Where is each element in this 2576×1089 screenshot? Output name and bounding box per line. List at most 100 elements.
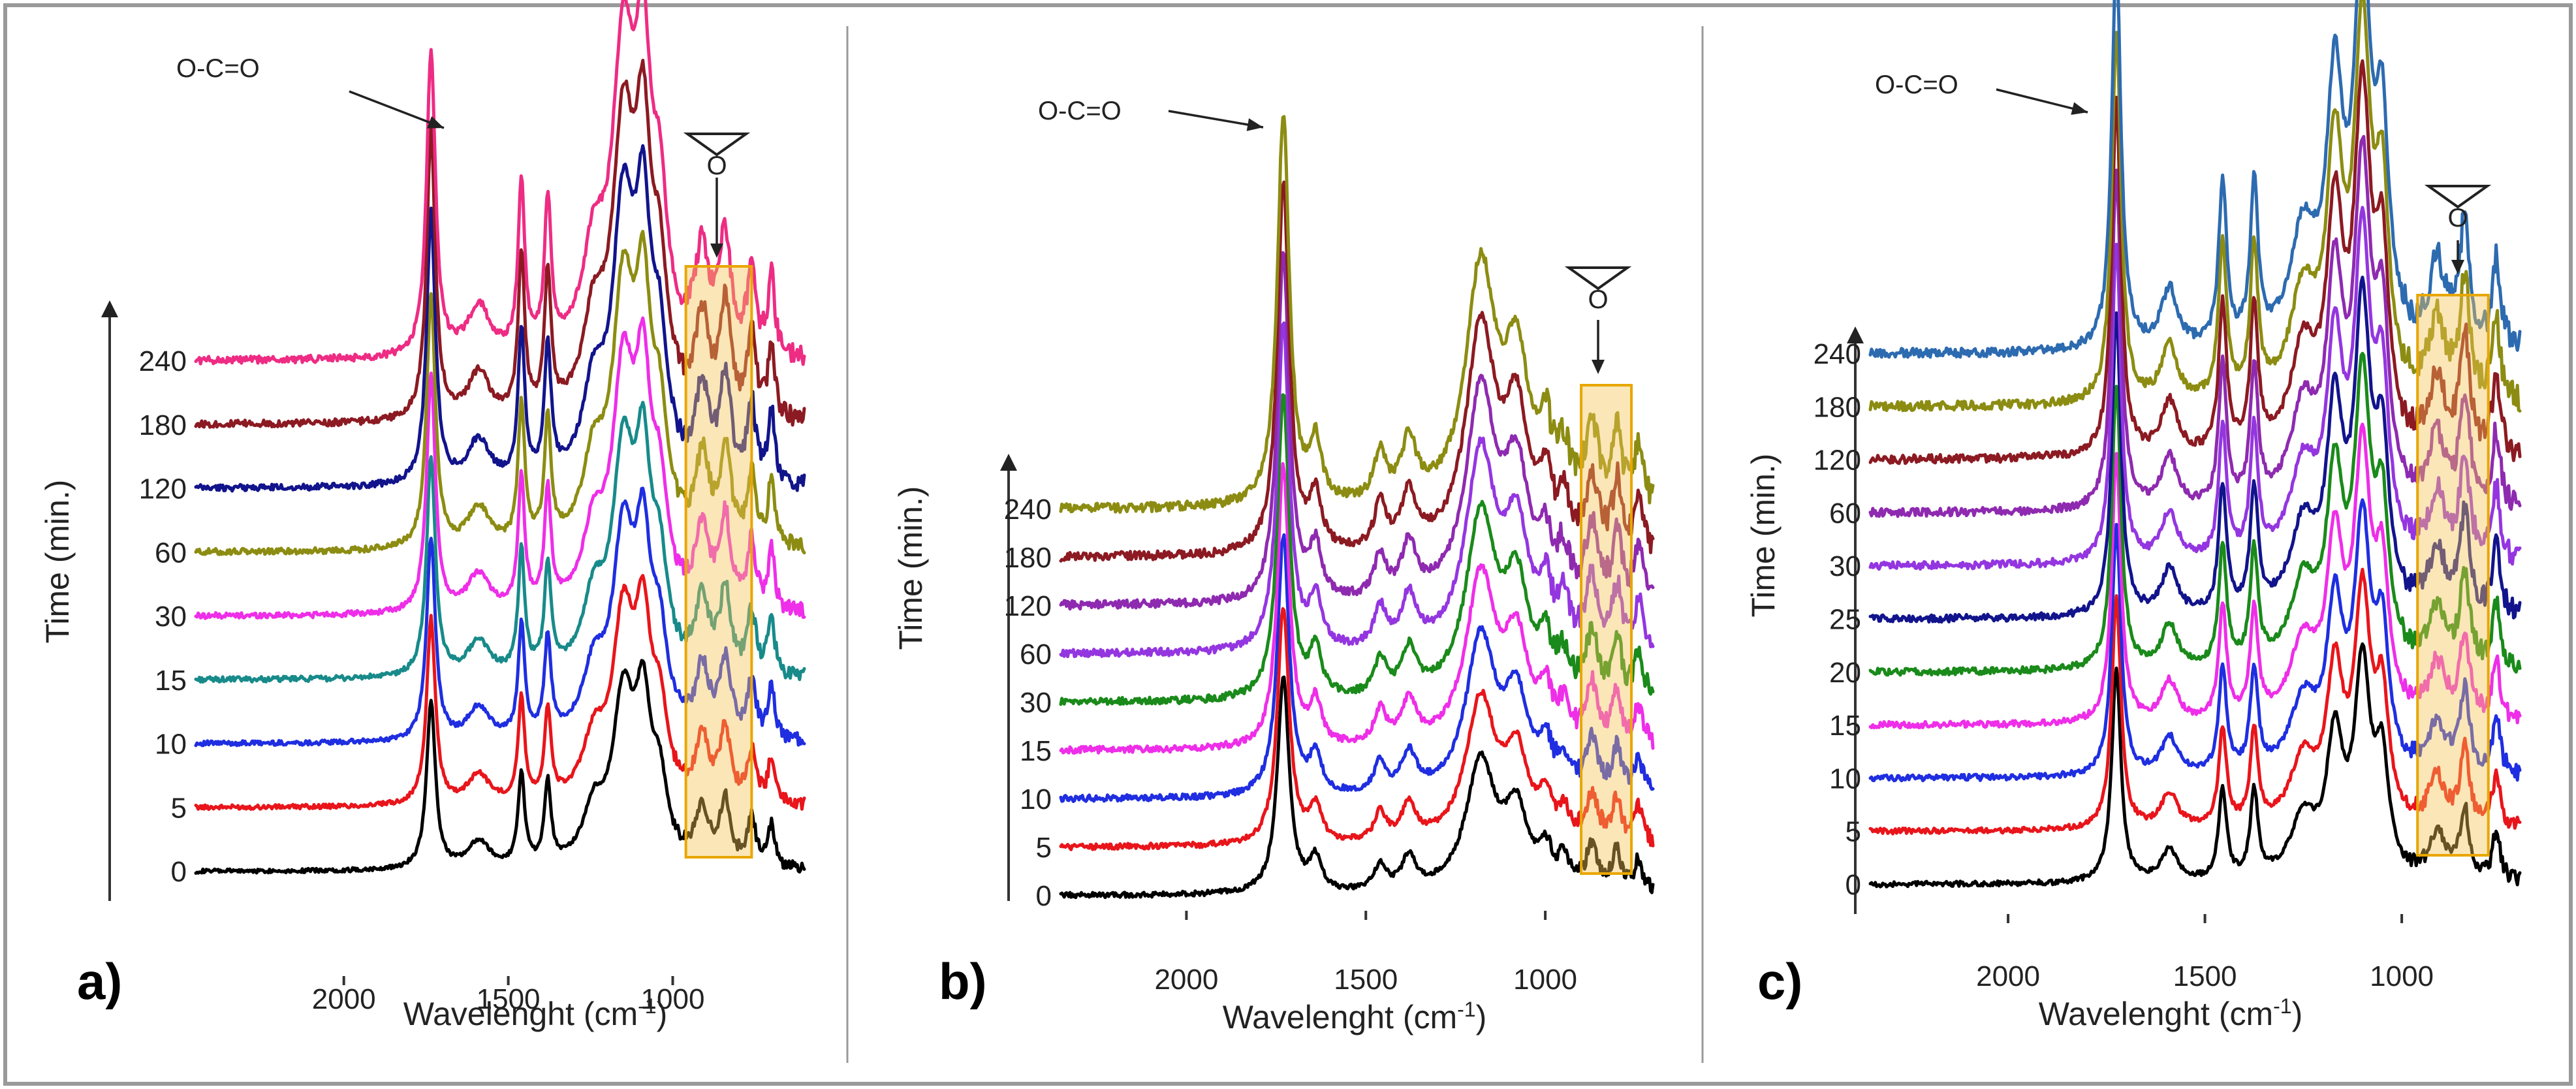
spectrum-trace-60min [1059,321,1655,659]
time-label: 120 [1814,445,1861,477]
carbonyl-arrowhead [427,116,444,129]
carbonyl-annotation-label: O-C=O [1875,71,1958,99]
time-label: 0 [1846,869,1861,901]
time-label: 30 [155,601,187,633]
x-tick-label: 1000 [2370,960,2434,992]
spectrum-trace-240min [1059,115,1655,514]
time-label: 10 [1020,783,1052,815]
x-axis-title: Wavelenght (cm-1) [2039,994,2302,1032]
spectrum-trace-25min [1868,276,2522,624]
x-axis-title: Wavelenght (cm-1) [1223,998,1486,1035]
spectrum-trace-5min [1059,607,1655,851]
spectrum-trace-30min [1868,206,2522,571]
carbonyl-annotation-arrow [1996,88,2088,114]
offset-labels: 0 5 10 15 30 60 120 180 240 [1004,494,1052,912]
time-label: 30 [1020,687,1052,719]
time-label: 15 [1020,735,1052,767]
panel-label: a) [77,953,122,1010]
spectrum-trace-240min [194,0,806,366]
x-tick-label: 1500 [1334,964,1398,996]
carbonyl-arrowhead [2071,102,2088,115]
x-ticks: 2000 1500 1000 [1154,911,1577,996]
time-label: 20 [1829,657,1861,689]
spectrum-trace-120min [1059,251,1655,611]
time-label: 15 [1829,710,1861,742]
spectrum-trace-20min [1868,351,2522,677]
epoxide-ring-icon [683,133,751,157]
spectrum-trace-60min [1868,134,2522,518]
epoxide-highlight-box [684,265,753,859]
epoxide-oxygen-label: O [1588,285,1608,314]
time-axis-arrowhead [1847,326,1864,343]
spectrum-trace-10min [194,486,806,748]
y-axis-title: Time (min.) [1745,454,1782,618]
spectrum-trace-180min [1059,180,1655,563]
epoxide-oxygen-label: O [706,151,727,180]
figure-border [3,3,2573,1086]
x-tick-label: 2000 [312,983,376,1015]
time-label: 120 [1004,590,1052,622]
offset-labels: 0 5 10 15 30 60 120 180 240 [139,345,187,888]
epoxide-oxygen-label: O [2447,204,2468,232]
spectrum-trace-0min [1059,675,1655,900]
time-label: 120 [139,473,187,505]
epoxide-ring-icon [2424,185,2492,209]
spectrum-trace-30min [194,316,806,620]
spectra-group [1868,0,2522,889]
epoxide-symbol: O [1564,266,1632,374]
time-label: 60 [1020,639,1052,671]
spectrum-trace-120min [1868,59,2522,466]
spectrum-trace-120min [194,144,806,493]
spectrum-trace-5min [194,574,806,812]
panel-b: 0 5 10 15 30 60 120 180 240 2000 1500 1000 Time (m… [892,97,1655,1035]
x-tick-label: 2000 [1976,960,2040,992]
time-label: 5 [171,792,187,824]
time-label: 180 [1004,542,1052,574]
panel-c: 0 5 10 15 20 25 30 60 120 180 240 2000 1500 1000 Tim… [1745,0,2522,1032]
epoxide-symbol: O [2424,185,2492,274]
time-label: 5 [1846,816,1861,848]
carbonyl-annotation-label: O-C=O [176,54,260,83]
epoxide-arrowhead [710,244,723,258]
epoxide-symbol: O [683,133,751,258]
spectrum-trace-180min [194,59,806,429]
time-axis-arrowhead [101,300,118,317]
time-label: 25 [1829,604,1861,636]
time-label: 60 [1829,497,1861,529]
spectrum-trace-15min [194,400,806,684]
panel-a: 0 5 10 15 30 60 120 180 240 2000 1500 1000 Time (m… [39,0,806,1032]
spectrum-trace-0min [1868,642,2522,889]
carbonyl-arrowhead [1246,118,1263,131]
time-label: 10 [1829,763,1861,795]
time-axis-arrowhead [1000,454,1017,471]
epoxide-arrowhead [2451,260,2464,274]
x-tick-label: 1500 [2173,960,2237,992]
y-axis-title: Time (min.) [39,480,76,644]
x-axis-title: Wavelenght (cm-1) [403,994,667,1032]
spectra-group [194,0,806,875]
epoxide-arrowhead [1592,360,1605,374]
spectrum-trace-5min [1868,567,2522,836]
spectrum-trace-30min [1059,393,1655,706]
panel-label: c) [1757,953,1802,1010]
spectrum-trace-10min [1059,533,1655,803]
time-label: 60 [155,537,187,569]
time-label: 0 [171,856,187,888]
spectrum-trace-15min [1868,422,2522,730]
spectrum-trace-180min [1868,0,2522,413]
x-tick-label: 1000 [1513,964,1577,996]
x-tick-label: 1000 [641,983,705,1015]
time-label: 0 [1036,880,1052,912]
time-label: 180 [139,409,187,441]
x-tick-label: 1500 [477,983,541,1015]
carbonyl-annotation-arrow [1168,110,1264,129]
offset-labels: 0 5 10 15 20 25 30 60 120 180 240 [1814,338,1861,901]
spectrum-trace-240min [1868,0,2522,359]
time-label: 30 [1829,550,1861,582]
time-label: 180 [1814,391,1861,423]
time-label: 5 [1036,832,1052,864]
epoxide-highlight-box [2416,294,2490,857]
x-ticks: 2000 1500 1000 [1976,914,2434,992]
spectrum-trace-0min [194,659,806,875]
